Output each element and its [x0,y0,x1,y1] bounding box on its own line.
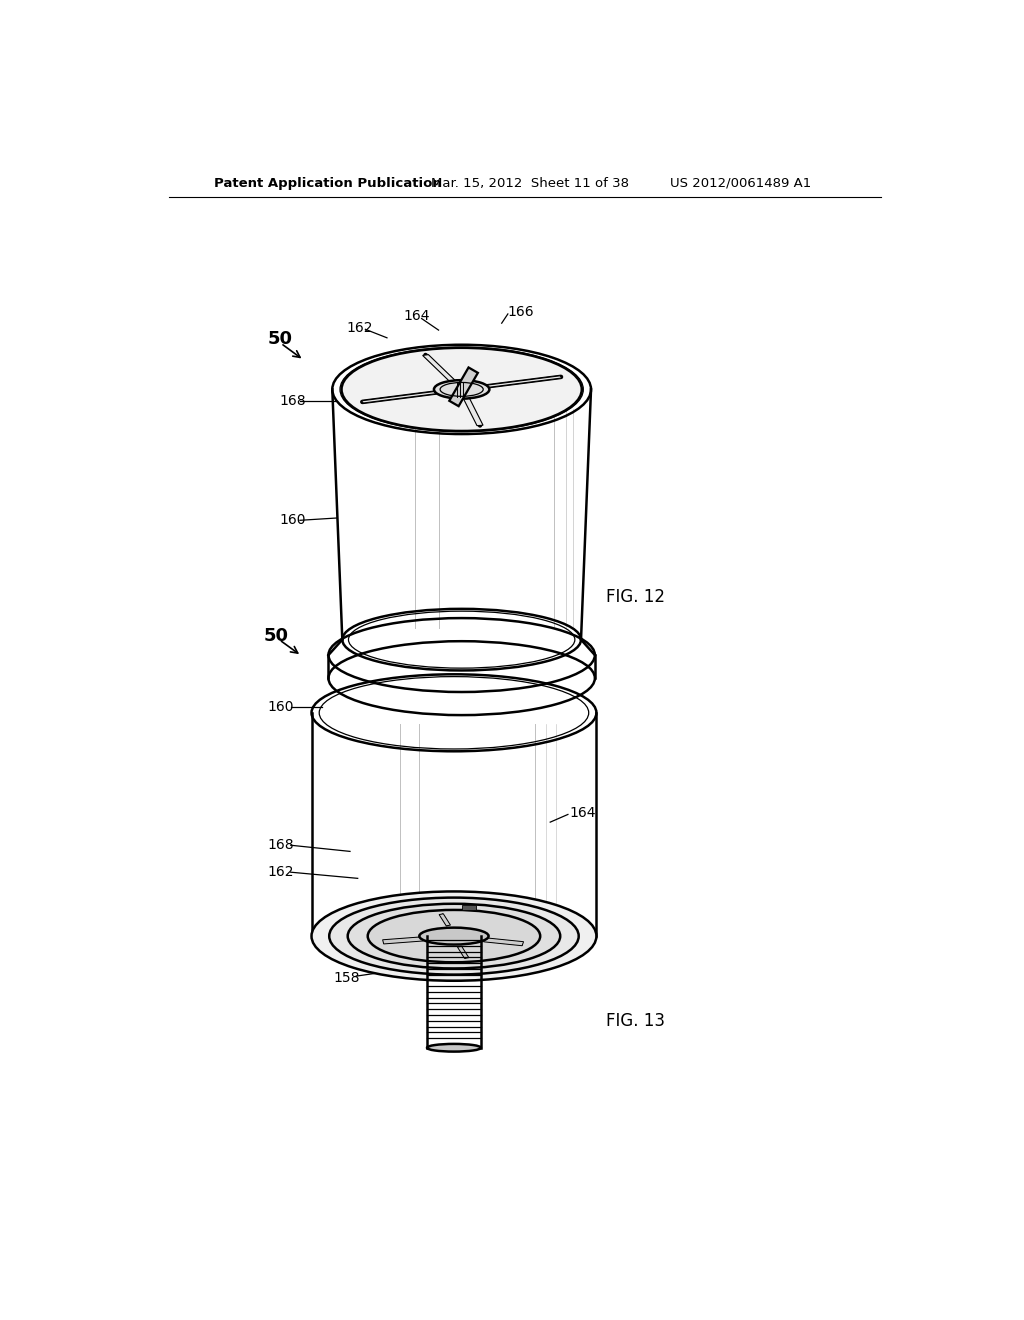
Polygon shape [483,937,523,945]
Text: US 2012/0061489 A1: US 2012/0061489 A1 [670,177,811,190]
Polygon shape [486,376,562,387]
Text: 158: 158 [333,972,359,986]
Ellipse shape [330,898,579,974]
Text: 162: 162 [267,865,294,879]
Bar [463,906,476,911]
Ellipse shape [368,909,541,962]
Text: 168: 168 [280,393,306,408]
Polygon shape [439,913,451,925]
Text: 164: 164 [403,309,430,323]
Ellipse shape [342,348,582,432]
Ellipse shape [434,380,489,399]
Ellipse shape [348,904,560,969]
Polygon shape [361,392,436,403]
Text: 160: 160 [280,513,306,527]
Text: Patent Application Publication: Patent Application Publication [214,177,441,190]
Text: 164: 164 [569,807,596,820]
Ellipse shape [427,1044,481,1052]
Text: FIG. 13: FIG. 13 [606,1012,666,1030]
Text: 160: 160 [267,701,294,714]
Polygon shape [383,937,423,944]
Text: 50: 50 [264,627,289,644]
Polygon shape [458,946,469,958]
Polygon shape [423,355,455,381]
Text: 166: 166 [508,305,535,319]
Ellipse shape [419,928,488,945]
Text: 168: 168 [267,838,294,853]
Polygon shape [450,367,478,407]
Text: Mar. 15, 2012  Sheet 11 of 38: Mar. 15, 2012 Sheet 11 of 38 [431,177,629,190]
Polygon shape [464,399,483,425]
Text: FIG. 12: FIG. 12 [606,589,666,606]
Ellipse shape [311,891,596,981]
Text: 162: 162 [346,321,373,335]
Text: 50: 50 [267,330,293,348]
